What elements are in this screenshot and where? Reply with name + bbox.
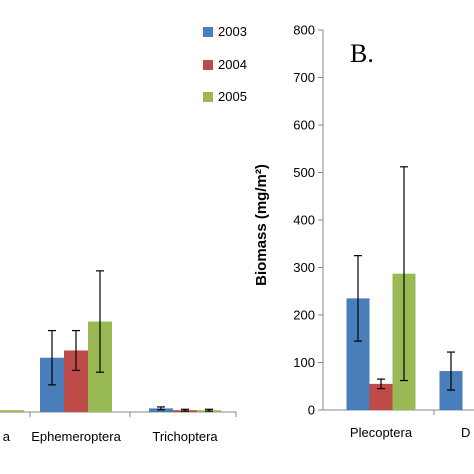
legend-label-2005: 2005	[218, 89, 247, 104]
legend-label-2003: 2003	[218, 24, 247, 39]
panel-a-error-bar-2005-2	[205, 408, 213, 412]
panel-a-error-bar-2003-2	[157, 406, 165, 411]
panel-a-error-bar-2003-1	[48, 329, 56, 386]
panel-b-error-bar-2005-0	[400, 166, 408, 382]
panel-b-y-tick-label: 100	[293, 355, 315, 370]
panel-b-y-tick-label: 700	[293, 70, 315, 85]
panel-b-y-tick-label: 200	[293, 308, 315, 323]
panel-a-error-bar-2004-1	[72, 329, 80, 371]
panel-a-category-label: a	[3, 429, 11, 444]
legend-swatch-2005	[203, 92, 213, 102]
legend-label-2004: 2004	[218, 57, 247, 72]
panel-b-bar-2003-0	[346, 298, 370, 410]
legend-swatch-2004	[203, 60, 213, 70]
panel-b: B. Biomass (mg/m²) 0 100 200 300 400 500 600 70…	[253, 23, 474, 440]
panel-a-bar-2005-0	[0, 410, 24, 412]
panel-b-y-tick-label: 800	[293, 23, 315, 38]
panel-b-label: B.	[350, 39, 374, 68]
legend: 2003 2004 2005	[203, 24, 247, 104]
panel-b-y-tick-label: 500	[293, 165, 315, 180]
panel-a-category-label: Ephemeroptera	[31, 429, 121, 444]
y-axis-label: Biomass (mg/m²)	[253, 164, 270, 286]
panel-b-y-tick-label: 300	[293, 260, 315, 275]
legend-swatch-2003	[203, 27, 213, 37]
panel-b-bar-2004-0	[369, 383, 393, 410]
panel-b-y-tick-label: 0	[308, 403, 315, 418]
panel-a-error-bar-2004-2	[181, 408, 189, 412]
panel-a: a Ephemeroptera Trichoptera	[0, 270, 237, 444]
panel-b-y-tick-label: 600	[293, 118, 315, 133]
panel-b-error-bar-2003-0	[354, 255, 362, 342]
panel-b-category-label: D	[461, 425, 470, 440]
panel-b-error-bar-2003-1	[447, 351, 455, 391]
panel-b-error-bar-2004-0	[377, 378, 385, 390]
panel-b-y-tick-label: 400	[293, 213, 315, 228]
panel-a-category-label: Trichoptera	[152, 429, 218, 444]
panel-b-category-label: Plecoptera	[350, 425, 413, 440]
panel-a-error-bar-2005-1	[96, 270, 104, 373]
